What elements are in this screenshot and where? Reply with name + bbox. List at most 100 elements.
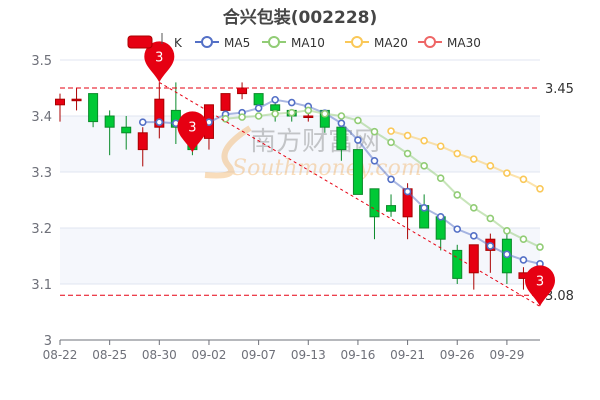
series-point-ma10 [403,149,412,158]
series-point-ma5 [370,157,379,165]
mark-point-label: 3 [155,50,163,65]
legend-label: MA5 [224,36,250,50]
legend-label: MA20 [374,36,408,50]
candle-body [88,93,99,123]
candle-body [220,93,231,111]
y-tick-label: 3.3 [31,166,52,181]
legend-item-ma30[interactable]: MA30 [418,36,481,50]
series-point-ma10 [254,112,263,120]
series-point-ma5 [519,256,528,264]
series-point-ma5 [287,98,296,107]
series-point-ma5 [503,250,511,259]
watermark-swoosh [204,125,252,179]
legend-dot-icon [268,36,280,48]
legend-label: K [174,36,183,50]
candle [452,244,463,284]
series-point-ma10 [238,113,246,121]
candle-body [71,98,82,102]
series-point-ma5 [420,204,428,212]
x-tick-label: 09-29 [489,348,524,362]
mark-point-pin: 3 [525,265,555,307]
legend-dot-icon [351,36,363,48]
candle-body [55,98,65,106]
candle-body [253,93,264,106]
series-point-ma5 [469,232,478,240]
candle-body [137,132,148,151]
series-point-ma20 [503,169,511,177]
pin-icon [144,41,175,83]
x-tick-label: 09-07 [241,348,276,362]
legend-item-k[interactable]: K [127,33,183,50]
series-point-ma10 [387,138,395,147]
series-point-ma20 [403,131,412,140]
pin-icon [525,265,555,307]
candle-body [468,244,479,274]
mark-point-label: 3 [188,120,196,135]
legend-candle-icon [127,35,153,49]
series-point-ma20 [436,142,445,151]
mark-line-label: 3.08 [545,289,574,304]
series-point-ma10 [436,174,445,182]
series-point-ma20 [420,136,428,145]
candle-body [386,205,397,212]
candle [468,244,479,290]
legend-label: MA30 [447,36,481,50]
x-tick-label: 09-16 [340,348,375,362]
series-point-ma10 [469,204,478,212]
series-point-ma10 [453,191,462,199]
series-point-ma20 [519,175,528,184]
candle-body [154,98,165,128]
series-point-ma20 [387,127,395,135]
candle-body [270,104,281,111]
legend-label: MA10 [291,36,325,50]
series-point-ma10 [420,162,428,170]
candle [55,93,65,122]
series-point-ma10 [354,116,362,125]
candle-body [369,188,380,218]
x-tick-label: 09-02 [192,348,227,362]
candle [386,194,397,217]
candle-body [237,87,248,95]
pin-icon [177,111,208,153]
candle [220,93,231,111]
legend-item-ma20[interactable]: MA20 [345,36,408,50]
series-point-ma10 [503,227,511,235]
legend-item-ma5[interactable]: MA5 [195,36,250,50]
series-point-ma10 [221,115,230,123]
series-point-ma10 [287,108,296,117]
candle-body [104,115,115,128]
series-point-ma20 [453,149,462,158]
series-line-ma20 [390,130,541,190]
series-point-ma20 [486,162,495,170]
series-point-ma20 [469,155,478,163]
candle [121,116,132,150]
candle [88,93,99,128]
series-point-ma5 [155,118,164,126]
series-point-ma5 [453,225,462,233]
candle [104,110,115,156]
series-point-ma10 [337,112,346,120]
candle-body [452,249,463,279]
mark-point-pin: 3 [177,111,208,153]
trend-line [159,81,541,307]
series-point-ma5 [138,118,147,126]
series-point-ma10 [370,127,379,136]
x-tick-label: 08-30 [142,348,177,362]
series-point-ma5 [403,187,412,196]
grid-band [60,228,540,284]
series-point-ma5 [337,119,346,128]
candle [71,88,82,111]
candle [137,127,148,167]
x-tick-label: 09-13 [291,348,326,362]
series-point-ma10 [486,214,495,223]
y-tick-label: 3 [44,334,52,349]
x-tick-label: 08-25 [92,348,127,362]
y-tick-label: 3.5 [31,54,52,69]
series-point-ma5 [254,104,263,112]
series-point-ma10 [321,109,329,118]
series-point-ma10 [536,243,544,251]
legend-item-ma10[interactable]: MA10 [262,36,325,50]
candle [253,93,264,106]
y-tick-label: 3.4 [31,110,52,125]
candle-body [303,115,314,118]
